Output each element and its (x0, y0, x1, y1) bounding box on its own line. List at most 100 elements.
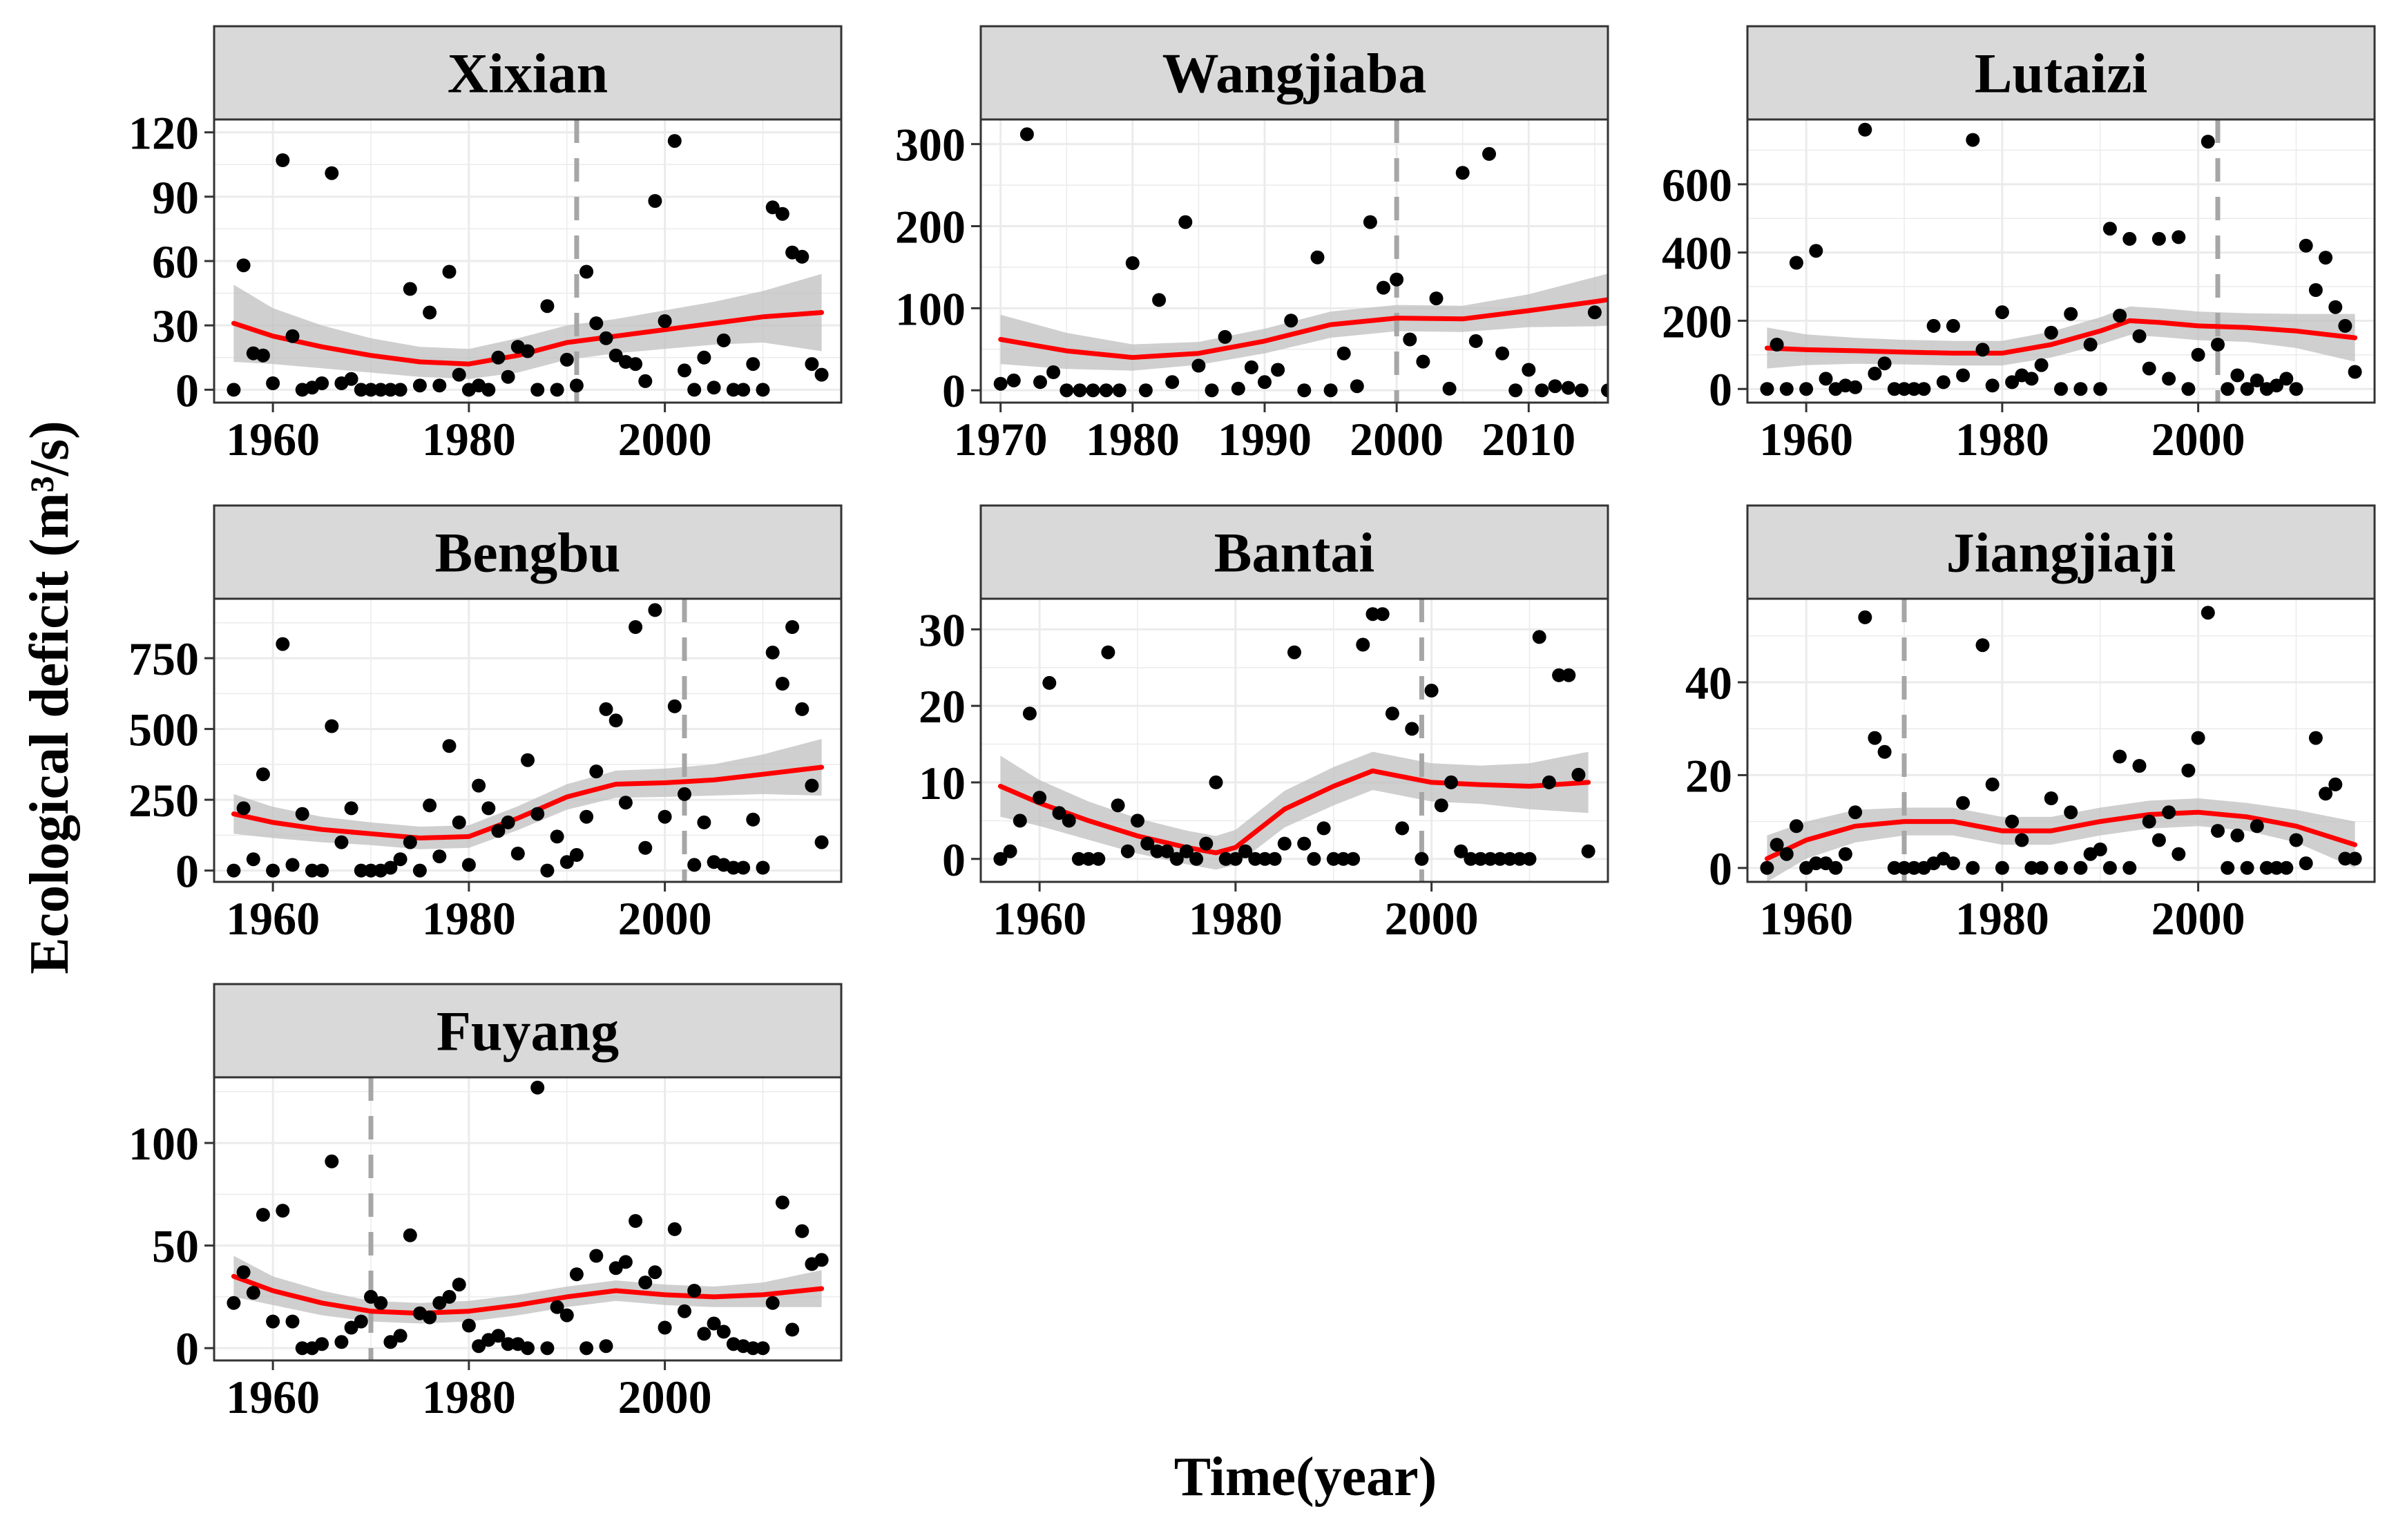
data-point (1297, 383, 1312, 398)
y-axis-title: Ecological deficit (m³/s) (19, 421, 80, 974)
facet-strip (213, 25, 843, 121)
data-point (1310, 250, 1325, 264)
data-point (2162, 372, 2176, 386)
data-point (1316, 821, 1331, 836)
data-point (1508, 383, 1523, 398)
data-point (1258, 375, 1272, 389)
plot-layer (1760, 599, 2362, 882)
data-point (403, 282, 417, 296)
data-point (589, 764, 604, 779)
data-point (305, 863, 319, 878)
panel-border (979, 597, 1609, 883)
data-point (344, 372, 358, 386)
data-point (1403, 332, 1417, 347)
data-point (2259, 860, 2274, 875)
data-point (579, 809, 594, 824)
data-point (993, 376, 1008, 391)
confidence-ribbon (1000, 273, 1608, 371)
data-point (1473, 851, 1488, 866)
data-point (1848, 380, 1863, 394)
data-point (285, 329, 300, 343)
data-point (1350, 379, 1364, 394)
data-point (325, 719, 339, 733)
data-point (629, 1214, 643, 1228)
y-tick-label: 100 (128, 1117, 199, 1170)
smooth-line (231, 1273, 825, 1316)
data-point (1231, 381, 1245, 396)
facet-strip (1746, 25, 2376, 121)
data-point (1936, 375, 1950, 389)
data-point (775, 206, 789, 221)
data-point (530, 383, 545, 397)
data-point (442, 264, 457, 279)
y-tick-label: 0 (1709, 363, 1732, 416)
data-point (491, 1329, 506, 1343)
data-point (618, 1255, 633, 1269)
data-point (814, 367, 829, 382)
data-point (432, 378, 447, 393)
data-point (2211, 338, 2225, 352)
y-tick-label: 90 (152, 171, 199, 224)
data-point (1336, 346, 1351, 360)
data-point (344, 801, 358, 816)
data-point (716, 333, 731, 347)
data-point (266, 1314, 280, 1329)
data-point (1169, 851, 1184, 866)
data-point (412, 378, 427, 393)
data-point (1532, 630, 1546, 644)
data-point (805, 778, 819, 793)
data-point (1165, 375, 1180, 389)
facet-title: Jiangjiaji (1946, 521, 2176, 584)
data-point (1326, 851, 1341, 866)
data-point (1535, 383, 1549, 398)
data-point (2319, 787, 2333, 801)
data-point (2005, 375, 2020, 389)
data-point (658, 809, 672, 824)
data-point (334, 835, 349, 849)
data-point (2151, 231, 2166, 246)
plot-layer (227, 1077, 829, 1360)
data-point (2338, 851, 2352, 866)
data-point (403, 1228, 417, 1242)
x-tick-label: 1960 (1759, 892, 1853, 945)
data-point (1003, 844, 1017, 858)
data-point (236, 258, 251, 273)
data-point (2162, 805, 2176, 820)
data-point (667, 134, 682, 148)
data-point (1975, 343, 1990, 357)
data-point (638, 374, 653, 388)
data-point (364, 383, 378, 397)
y-tick-label: 120 (128, 107, 199, 160)
data-point (1574, 383, 1589, 398)
y-tick-label: 100 (895, 282, 966, 335)
data-point (1140, 836, 1155, 851)
data-point (2102, 860, 2117, 875)
data-point (2015, 833, 2029, 847)
x-tick-label: 1960 (226, 413, 320, 465)
data-point (1395, 821, 1410, 836)
data-point (1848, 805, 1863, 820)
data-point (442, 1289, 457, 1304)
data-point (2230, 368, 2245, 383)
data-point (559, 352, 574, 367)
data-point (325, 166, 339, 180)
data-point (795, 702, 809, 716)
facet-strip (1746, 504, 2376, 600)
data-point (559, 855, 574, 869)
data-point (2064, 307, 2078, 321)
data-point (521, 1341, 535, 1356)
data-point (383, 860, 398, 875)
data-point (1956, 368, 1971, 383)
data-point (746, 1341, 760, 1356)
data-point (1897, 382, 1911, 396)
data-point (1548, 379, 1562, 394)
facet-strip (213, 983, 843, 1079)
data-point (765, 200, 780, 215)
smooth-line (997, 768, 1591, 856)
data-point (1434, 798, 1448, 813)
data-point (540, 299, 555, 314)
data-point (1779, 847, 1794, 861)
data-point (559, 1308, 574, 1322)
data-point (461, 1318, 476, 1333)
